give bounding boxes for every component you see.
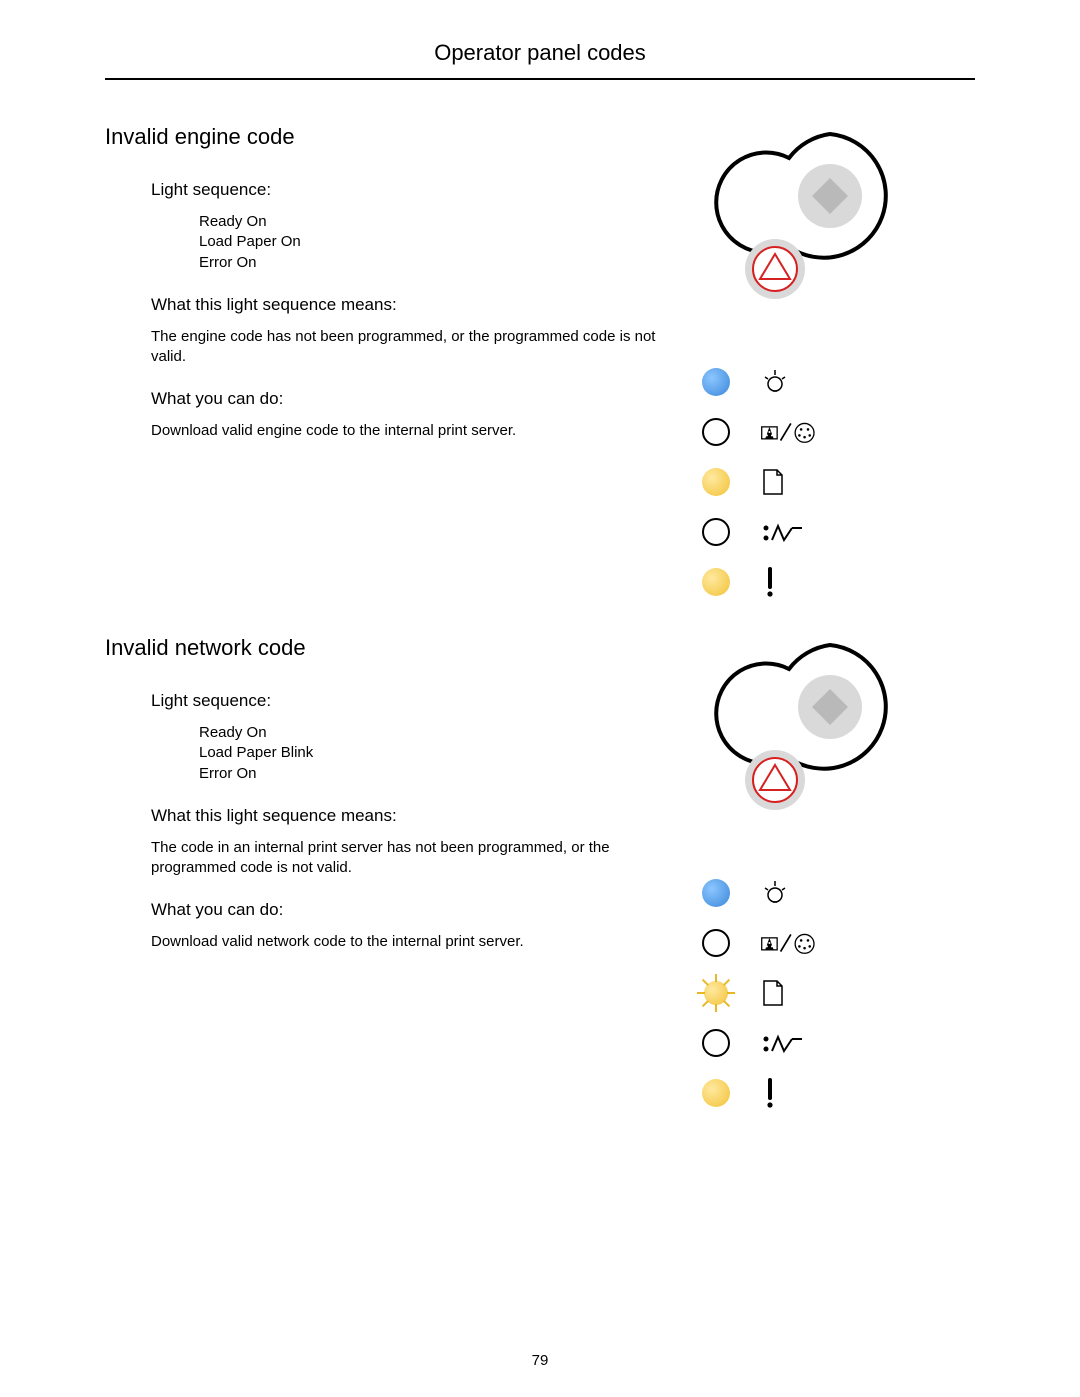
operator-panel-icon [690,124,905,339]
action-text: Download valid engine code to the intern… [105,421,670,441]
seq-item: Error On [199,253,670,273]
led-error-icon [702,1079,730,1107]
error-icon [760,565,820,599]
action-text: Download valid network code to the inter… [105,932,670,952]
light-row [702,457,930,507]
seq-item: Load Paper On [199,232,670,252]
light-row [702,407,930,457]
light-row [702,868,930,918]
page-number: 79 [0,1352,1080,1369]
text-column: Invalid engine code Light sequence: Read… [105,124,690,607]
light-row [702,1068,930,1118]
bulb-icon [760,878,820,908]
meaning-text: The code in an internal print server has… [105,838,670,879]
meaning-label: What this light sequence means: [105,806,670,826]
section-invalid-network: Invalid network code Light sequence: Rea… [105,635,975,1118]
toner-icon [760,418,820,446]
seq-item: Load Paper Blink [199,743,670,763]
light-sequence-label: Light sequence: [105,180,670,200]
jam-icon [760,1031,820,1055]
action-label: What you can do: [105,900,670,920]
bulb-icon [760,367,820,397]
page-title: Operator panel codes [105,40,975,80]
paper-icon [760,978,820,1008]
lights-grid [690,357,930,607]
light-row [702,507,930,557]
section-heading: Invalid engine code [105,124,670,150]
light-sequence-list: Ready On Load Paper Blink Error On [105,723,670,784]
error-icon [760,1076,820,1110]
led-toner-icon [702,418,730,446]
paper-icon [760,467,820,497]
led-error-icon [702,568,730,596]
led-paper-blink-icon [697,974,735,1012]
led-toner-icon [702,929,730,957]
led-jam-icon [702,1029,730,1057]
led-jam-icon [702,518,730,546]
light-row [702,918,930,968]
light-row [702,968,930,1018]
section-invalid-engine: Invalid engine code Light sequence: Read… [105,124,975,607]
jam-icon [760,520,820,544]
panel-column [690,124,930,607]
toner-icon [760,929,820,957]
light-row [702,357,930,407]
led-ready-icon [702,368,730,396]
section-heading: Invalid network code [105,635,670,661]
lights-grid [690,868,930,1118]
led-paper-icon [702,468,730,496]
led-ready-icon [702,879,730,907]
light-row [702,557,930,607]
text-column: Invalid network code Light sequence: Rea… [105,635,690,1118]
light-sequence-label: Light sequence: [105,691,670,711]
light-sequence-list: Ready On Load Paper On Error On [105,212,670,273]
seq-item: Error On [199,764,670,784]
seq-item: Ready On [199,723,670,743]
seq-item: Ready On [199,212,670,232]
meaning-label: What this light sequence means: [105,295,670,315]
light-row [702,1018,930,1068]
action-label: What you can do: [105,389,670,409]
operator-panel-icon [690,635,905,850]
panel-column [690,635,930,1118]
meaning-text: The engine code has not been programmed,… [105,327,670,368]
